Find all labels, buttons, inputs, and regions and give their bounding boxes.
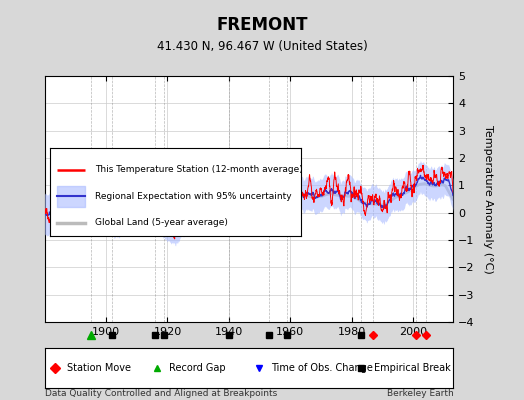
Y-axis label: Temperature Anomaly (°C): Temperature Anomaly (°C) — [483, 125, 493, 273]
Text: Empirical Break: Empirical Break — [374, 363, 450, 373]
Text: Regional Expectation with 95% uncertainty: Regional Expectation with 95% uncertaint… — [95, 192, 292, 201]
Text: This Temperature Station (12-month average): This Temperature Station (12-month avera… — [95, 166, 303, 174]
Text: FREMONT: FREMONT — [216, 16, 308, 34]
Text: Station Move: Station Move — [67, 363, 131, 373]
Text: Time of Obs. Change: Time of Obs. Change — [271, 363, 373, 373]
Text: Berkeley Earth: Berkeley Earth — [387, 389, 453, 398]
Text: Data Quality Controlled and Aligned at Breakpoints: Data Quality Controlled and Aligned at B… — [45, 389, 277, 398]
Text: Record Gap: Record Gap — [169, 363, 226, 373]
Text: 41.430 N, 96.467 W (United States): 41.430 N, 96.467 W (United States) — [157, 40, 367, 53]
Text: Global Land (5-year average): Global Land (5-year average) — [95, 218, 228, 227]
